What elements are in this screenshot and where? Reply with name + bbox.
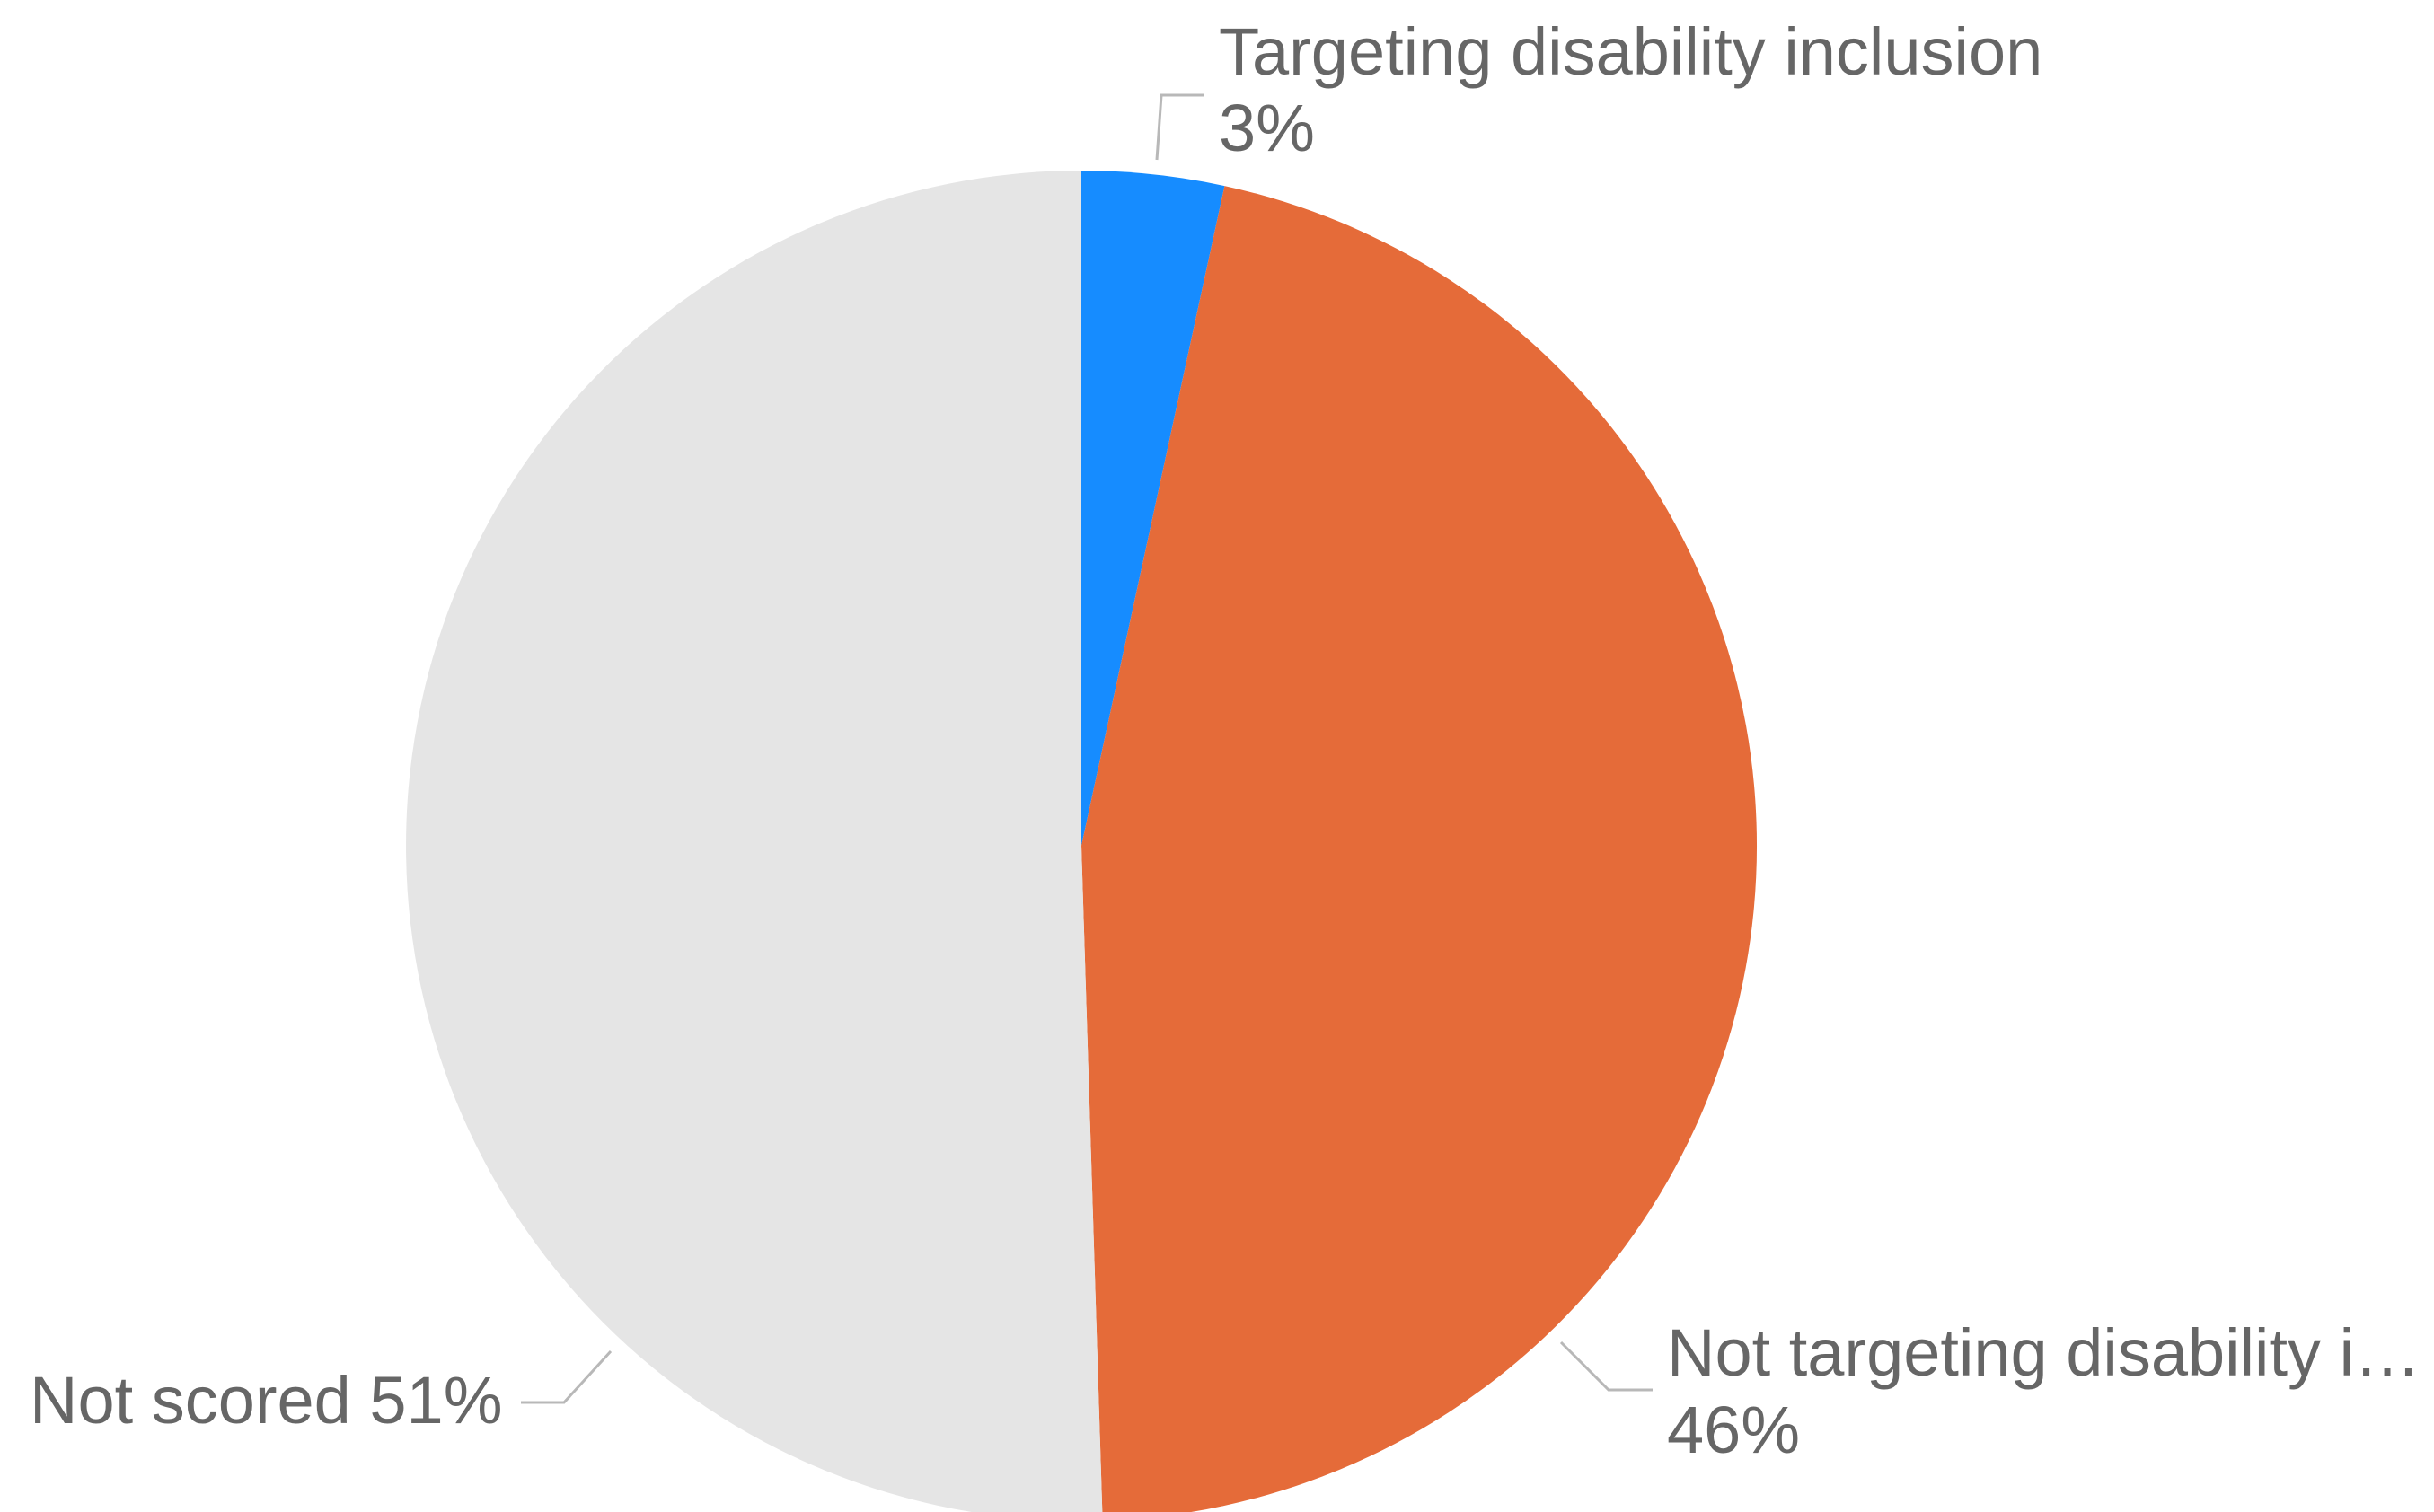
slice-percent-targeting: 3% xyxy=(1219,91,1315,165)
leader-line-not-scored xyxy=(521,1349,613,1404)
slice-label-targeting-name: Targeting disability inclusion xyxy=(1219,14,2042,89)
pie-slice-not-targeting xyxy=(1081,186,1758,1512)
slice-percent-targeting-value: 3% xyxy=(1219,91,1315,165)
pie-slices xyxy=(406,171,1758,1512)
leader-line-targeting xyxy=(1155,93,1204,161)
slice-percent-not-targeting: 46% xyxy=(1667,1393,1800,1467)
slice-label-not-targeting-name: Not targeting disability i… xyxy=(1667,1315,2421,1390)
slice-label-targeting: Targeting disability inclusion xyxy=(1219,14,2042,89)
leader-line-not-targeting xyxy=(1559,1341,1653,1392)
pie-slice-not-scored xyxy=(406,171,1103,1512)
slice-label-not-scored-text: Not scored 51% xyxy=(30,1363,503,1437)
pie-slice-targeting xyxy=(1081,171,1225,846)
slice-label-not-scored: Not scored 51% xyxy=(30,1363,503,1437)
slice-label-not-targeting: Not targeting disability i… xyxy=(1667,1315,2421,1390)
slice-percent-not-targeting-value: 46% xyxy=(1667,1393,1800,1467)
